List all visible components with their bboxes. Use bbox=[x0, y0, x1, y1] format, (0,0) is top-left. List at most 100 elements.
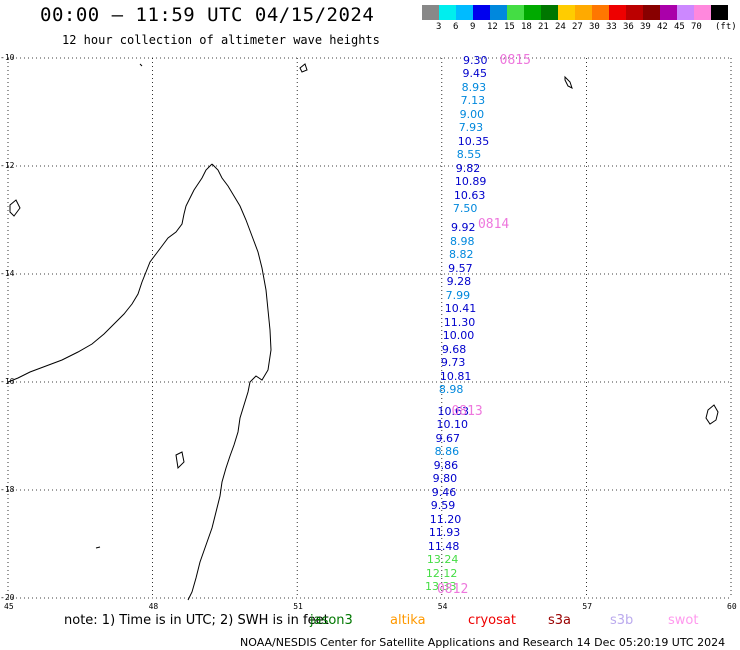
swh-value: 11.20 bbox=[429, 512, 462, 526]
swh-value: 9.45 bbox=[462, 67, 488, 81]
swh-value: 9.92 bbox=[450, 221, 476, 235]
satellite-cryosat: cryosat bbox=[468, 613, 516, 628]
scale-label: 15 bbox=[504, 22, 515, 32]
scale-label: 24 bbox=[555, 22, 566, 32]
scale-label: 45 bbox=[674, 22, 685, 32]
island-small-d bbox=[139, 63, 143, 67]
lat-tick-label: -10 bbox=[0, 53, 15, 62]
swh-value: 10.10 bbox=[436, 418, 469, 432]
swh-value: 9.28 bbox=[446, 275, 472, 289]
lon-tick-label: 51 bbox=[293, 602, 303, 611]
swh-value: 9.68 bbox=[441, 342, 467, 356]
swh-value: 10.41 bbox=[444, 302, 477, 316]
swh-value: 9.57 bbox=[448, 261, 473, 275]
scale-label: 27 bbox=[572, 22, 583, 32]
lon-tick-label: 54 bbox=[437, 602, 448, 611]
swh-value: 7.93 bbox=[458, 121, 484, 135]
swh-value: 10.63 bbox=[437, 404, 469, 418]
scale-swatch bbox=[473, 5, 490, 20]
lon-tick-label: 48 bbox=[148, 602, 159, 611]
island-west-a bbox=[9, 199, 21, 217]
scale-swatch bbox=[694, 5, 711, 20]
swh-value: 10.81 bbox=[439, 369, 472, 383]
lat-tick-label: -20 bbox=[0, 593, 15, 602]
scale-label: 42 bbox=[657, 22, 668, 32]
lon-tick-label: 45 bbox=[4, 602, 14, 611]
swh-value: 11.93 bbox=[428, 526, 461, 540]
map-subtitle: 12 hour collection of altimeter wave hei… bbox=[62, 33, 380, 47]
swh-value: 8.86 bbox=[434, 445, 460, 459]
pass-time-label: 0814 bbox=[477, 217, 510, 233]
lon-tick-label: 57 bbox=[582, 602, 593, 611]
coastline bbox=[7, 63, 719, 601]
swh-value: 9.30 bbox=[463, 53, 488, 67]
swh-value: 8.82 bbox=[449, 248, 474, 262]
island-east bbox=[705, 404, 719, 425]
swh-value: 10.63 bbox=[453, 188, 486, 202]
scale-swatch bbox=[541, 5, 558, 20]
satellite-s3a: s3a bbox=[548, 613, 572, 628]
lat-tick-label: -18 bbox=[0, 485, 15, 494]
scale-swatch bbox=[643, 5, 660, 20]
madagascar-west-coast bbox=[7, 163, 213, 383]
island-small-b bbox=[175, 451, 185, 470]
swh-value: 11.48 bbox=[427, 539, 460, 553]
scale-label: 36 bbox=[623, 22, 634, 32]
swh-value: 12.12 bbox=[425, 566, 458, 580]
swh-value: 7.50 bbox=[452, 202, 478, 216]
scale-swatch bbox=[507, 5, 524, 20]
scale-swatch bbox=[711, 5, 728, 20]
satellite-swot: swot bbox=[668, 613, 699, 628]
lat-tick-label: -16 bbox=[0, 377, 15, 386]
swh-value: 13.33 bbox=[424, 580, 457, 594]
satellite-altika: altika bbox=[390, 613, 426, 628]
map-title: 00:00 — 11:59 UTC 04/15/2024 bbox=[40, 4, 375, 26]
scale-swatch bbox=[677, 5, 694, 20]
swh-value: 9.59 bbox=[430, 499, 456, 513]
swh-value: 8.93 bbox=[461, 80, 487, 94]
swh-value: 10.00 bbox=[442, 329, 475, 343]
scale-swatch bbox=[422, 5, 439, 20]
scale-swatch bbox=[524, 5, 541, 20]
pass-time-label: 0812 bbox=[436, 581, 469, 597]
scale-label: 12 bbox=[487, 22, 498, 32]
swh-value: 9.80 bbox=[432, 472, 458, 486]
lon-tick-label: 60 bbox=[727, 602, 737, 611]
island-northeast bbox=[564, 75, 573, 89]
satellite-s3b: s3b bbox=[610, 613, 634, 628]
scale-swatch bbox=[490, 5, 507, 20]
lat-tick-label: -12 bbox=[0, 161, 15, 170]
swh-value: 9.46 bbox=[431, 485, 457, 499]
scale-swatch bbox=[558, 5, 575, 20]
scale-label: 21 bbox=[538, 22, 549, 32]
swh-value: 9.67 bbox=[435, 431, 461, 445]
scale-label: (ft) bbox=[715, 22, 737, 32]
scale-swatch bbox=[456, 5, 473, 20]
scale-swatch bbox=[575, 5, 592, 20]
pass-time-label: 0813 bbox=[451, 403, 483, 419]
scale-label: 70 bbox=[691, 22, 702, 32]
scale-label: 30 bbox=[589, 22, 600, 32]
satellite-jason3: jason3 bbox=[310, 613, 353, 628]
island-small-a bbox=[299, 63, 308, 73]
scale-label: 3 bbox=[436, 22, 442, 32]
swh-value: 8.98 bbox=[450, 234, 475, 248]
grid-lines bbox=[7, 57, 732, 599]
swh-value: 8.98 bbox=[438, 383, 464, 397]
swh-value: 13.24 bbox=[426, 553, 459, 567]
scale-label: 18 bbox=[521, 22, 532, 32]
swh-value: 7.99 bbox=[445, 288, 471, 302]
scale-swatch bbox=[439, 5, 456, 20]
scale-swatch bbox=[626, 5, 643, 20]
note-text: note: 1) Time is in UTC; 2) SWH is in fe… bbox=[64, 613, 329, 628]
swh-value: 9.86 bbox=[433, 458, 459, 472]
scale-swatch bbox=[609, 5, 626, 20]
swh-value: 9.73 bbox=[440, 356, 466, 370]
swh-value: 8.55 bbox=[456, 148, 482, 162]
pass-time-label: 0815 bbox=[499, 52, 531, 68]
color-scale bbox=[422, 5, 728, 20]
scale-swatch bbox=[660, 5, 677, 20]
lat-tick-label: -14 bbox=[0, 269, 15, 278]
swh-value: 9.82 bbox=[455, 161, 481, 175]
